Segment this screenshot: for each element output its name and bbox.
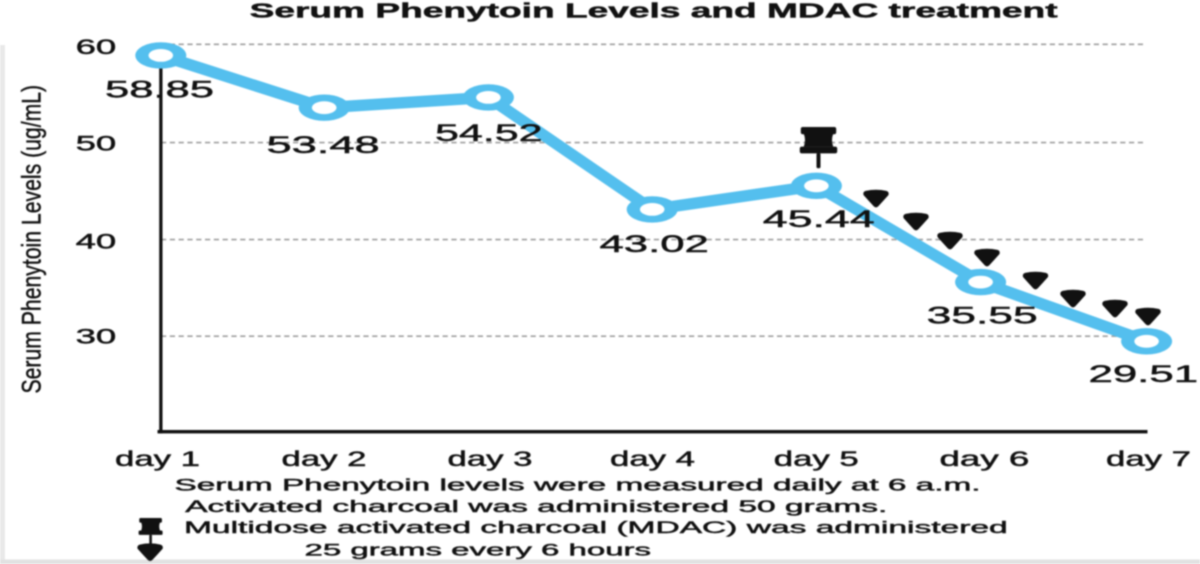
svg-text:58.85: 58.85 [105,76,214,103]
svg-text:Multidose activated charcoal (: Multidose activated charcoal (MDAC) was … [184,518,1008,537]
svg-text:day 5: day 5 [774,448,859,471]
svg-text:Activated charcoal was adminis: Activated charcoal was administered 50 g… [185,497,887,516]
svg-text:day 4: day 4 [610,448,695,471]
svg-text:30: 30 [76,325,117,349]
svg-text:54.52: 54.52 [435,120,542,146]
svg-text:Serum Phenytoin levels were me: Serum Phenytoin levels were measured dai… [175,475,981,494]
svg-text:day 2: day 2 [282,448,367,471]
svg-text:29.51: 29.51 [1089,361,1199,388]
svg-text:day 6: day 6 [940,448,1030,471]
svg-text:45.44: 45.44 [763,205,875,232]
svg-text:25 grams every 6 hours: 25 grams every 6 hours [305,540,652,559]
svg-text:53.48: 53.48 [267,131,380,158]
svg-text:50: 50 [76,132,117,156]
svg-text:60: 60 [76,36,117,60]
svg-text:35.55: 35.55 [927,302,1038,329]
svg-text:43.02: 43.02 [600,231,709,258]
svg-text:40: 40 [76,230,117,254]
svg-text:Serum Phenytoin Levels (ug/mL): Serum Phenytoin Levels (ug/mL) [17,85,47,394]
svg-text:day 3: day 3 [448,448,533,471]
svg-text:day 7: day 7 [1106,448,1191,471]
svg-text:Serum Phenytoin Levels and MDA: Serum Phenytoin Levels and MDAC treatmen… [250,0,1058,22]
svg-text:day 1: day 1 [115,448,200,471]
